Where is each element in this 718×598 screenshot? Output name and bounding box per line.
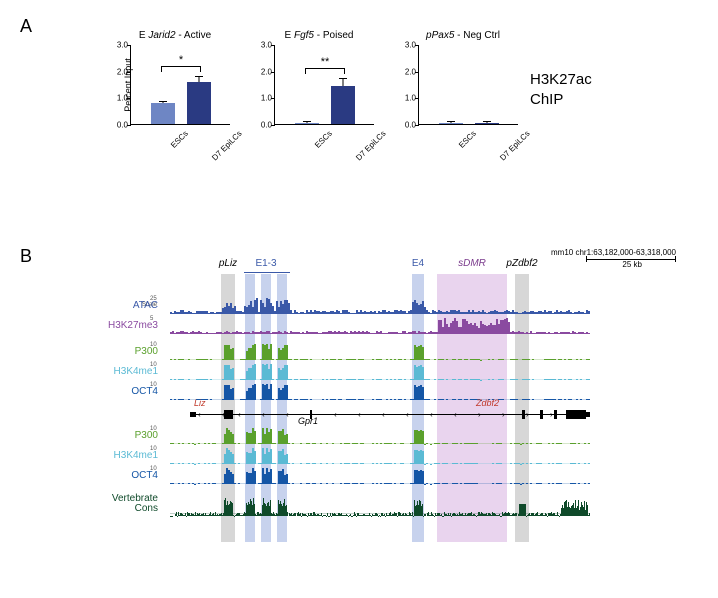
track: H3K27me35 (70, 318, 670, 336)
ytick-label: 0.0 (405, 121, 416, 130)
track-label: P300 (70, 346, 158, 357)
track-area (170, 428, 590, 446)
gene-name: Liz (194, 398, 206, 408)
track-groups: ATAC25H3K27me35ICMP30010H3K4me110OCT410E… (70, 298, 670, 518)
ytick-label: 3.0 (261, 41, 272, 50)
bar (439, 123, 463, 124)
track-area (170, 298, 590, 316)
track: OCT410 (70, 468, 670, 486)
track-group: ATAC25H3K27me35ICM (70, 298, 670, 336)
panel-a-letter: A (20, 16, 32, 37)
track-label: ATAC (70, 300, 158, 311)
track-area (170, 468, 590, 486)
track-label: H3K4me1 (70, 366, 158, 377)
bar-chart: pPax5 - Neg Ctrl 0.01.02.03.0ESCsD7 EpiLC… (408, 30, 518, 125)
track-area (170, 384, 590, 402)
scale-label: 25 kb (622, 260, 642, 269)
track-group: P30010H3K4me110OCT410ESCs (70, 344, 670, 402)
chip-label: H3K27ac ChIP (530, 70, 592, 109)
track-label: OCT4 (70, 386, 158, 397)
ytick-label: 1.0 (405, 94, 416, 103)
track-area (170, 344, 590, 362)
region-label: sDMR (458, 258, 486, 269)
panel-b-letter: B (20, 246, 32, 267)
plot-area: 0.01.02.03.0Percent InputESCsD7 EpiLCs* (130, 45, 230, 125)
track: P30010 (70, 344, 670, 362)
bar (475, 123, 499, 124)
region-label: E4 (412, 258, 424, 269)
gene-name: Gpr1 (298, 416, 318, 426)
bar-chart: E Jarid2 - Active 0.01.02.03.0Percent Inp… (120, 30, 230, 125)
region-label: pZdbf2 (506, 258, 537, 269)
significance-bracket (161, 66, 201, 72)
track: ATAC25 (70, 298, 670, 316)
ytick-label: 1.0 (261, 94, 272, 103)
ytick-label: 0.0 (261, 121, 272, 130)
chart-title: E Jarid2 - Active (120, 30, 230, 41)
chip-line2: ChIP (530, 90, 592, 110)
ytick-label: 0.0 (117, 121, 128, 130)
track: OCT410 (70, 384, 670, 402)
region-label: E1-3 (255, 258, 276, 269)
plot-area: 0.01.02.03.0ESCsD7 EpiLCs (418, 45, 518, 125)
track-group: P30010H3K4me110OCT410D2 EpiLCs (70, 428, 670, 486)
track-label: OCT4 (70, 470, 158, 481)
scale-bar (586, 259, 676, 260)
bar (331, 86, 355, 124)
plot-area: 0.01.02.03.0ESCsD7 EpiLCs** (274, 45, 374, 125)
bar (151, 103, 175, 124)
significance-bracket (305, 68, 345, 74)
track: H3K4me110 (70, 364, 670, 382)
track: H3K4me110 (70, 448, 670, 466)
chart-title: pPax5 - Neg Ctrl (408, 30, 518, 41)
significance-star: ** (321, 56, 330, 68)
ytick-label: 2.0 (405, 67, 416, 76)
track-label: P300 (70, 430, 158, 441)
xtick-label: D7 EpiLCs (210, 129, 243, 162)
gene-name: Zdbf2 (476, 398, 499, 408)
ytick-label: 3.0 (117, 41, 128, 50)
region-label: pLiz (219, 258, 237, 269)
xtick-label: ESCs (313, 129, 334, 150)
track-area (170, 448, 590, 466)
track-area (170, 364, 590, 382)
track-label: VertebrateCons (70, 494, 158, 514)
track: P30010 (70, 428, 670, 446)
bar-chart: E Fgf5 - Poised 0.01.02.03.0ESCsD7 EpiLCs… (264, 30, 374, 125)
xtick-label: ESCs (457, 129, 478, 150)
xtick-label: ESCs (169, 129, 190, 150)
panel-b: mm10 chr1:63,182,000-63,318,000 25 kb pL… (70, 270, 670, 520)
ytick-label: 3.0 (405, 41, 416, 50)
bar (187, 82, 211, 124)
chip-line1: H3K27ac (530, 70, 592, 90)
coord-text: mm10 chr1:63,182,000-63,318,000 (551, 248, 676, 257)
xtick-label: D7 EpiLCs (498, 129, 531, 162)
genomic-coord: mm10 chr1:63,182,000-63,318,000 25 kb (551, 248, 676, 269)
bar (295, 123, 319, 124)
chart-title: E Fgf5 - Poised (264, 30, 374, 41)
ytick-label: 2.0 (261, 67, 272, 76)
xtick-label: D7 EpiLCs (354, 129, 387, 162)
track-label: H3K27me3 (70, 320, 158, 331)
region-labels: pLizE1-3E4sDMRpZdbf2 (170, 276, 590, 292)
track-label: H3K4me1 (70, 450, 158, 461)
gene-track: ‹‹Liz‹‹‹‹‹‹‹‹‹‹Gpr1›››››Zdbf2 (70, 404, 670, 426)
conservation-track: VertebrateCons (70, 494, 670, 518)
track-area (170, 318, 590, 336)
significance-star: * (179, 54, 183, 66)
panel-a-charts: E Jarid2 - Active 0.01.02.03.0Percent Inp… (120, 30, 518, 125)
